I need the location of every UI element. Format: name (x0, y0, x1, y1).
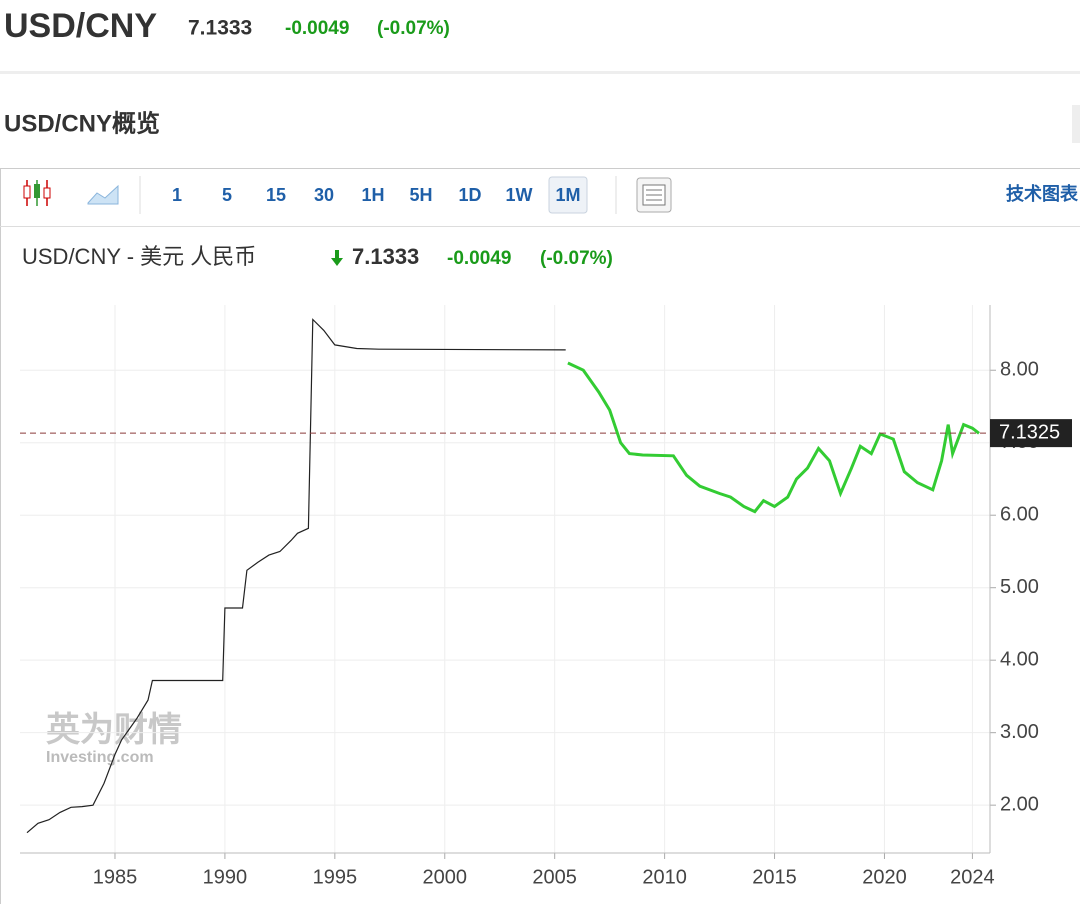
price-line (568, 363, 979, 512)
x-tick-label: 2005 (532, 866, 577, 888)
section-title: USD/CNY概览 (4, 109, 160, 137)
x-tick-label: 2020 (862, 866, 907, 888)
y-tick-label: 2.00 (1000, 793, 1039, 815)
chart-title: USD/CNY - 美元 人民币 (22, 244, 256, 269)
y-tick-label: 5.00 (1000, 576, 1039, 598)
interval-button[interactable]: 1M (555, 185, 580, 205)
interval-button[interactable]: 1H (361, 185, 384, 205)
x-tick-label: 1985 (93, 866, 138, 888)
chart-change: -0.0049 (447, 248, 511, 269)
last-price-label: 7.1325 (999, 421, 1060, 443)
interval-button[interactable]: 5 (222, 185, 232, 205)
interval-button[interactable]: 30 (314, 185, 334, 205)
chart-change-pct: (-0.07%) (540, 248, 613, 269)
y-tick-label: 6.00 (1000, 503, 1039, 525)
y-tick-label: 4.00 (1000, 648, 1039, 670)
symbol: USD/CNY (4, 7, 157, 45)
x-tick-label: 2010 (642, 866, 687, 888)
separator (0, 71, 1080, 74)
interval-button[interactable]: 1 (172, 185, 182, 205)
interval-button[interactable]: 1W (506, 185, 533, 205)
area-icon[interactable] (88, 186, 118, 204)
watermark: Investing.com (46, 749, 154, 766)
change-pct: (-0.07%) (377, 18, 450, 39)
x-tick-label: 2000 (423, 866, 468, 888)
y-tick-label: 8.00 (1000, 359, 1039, 381)
x-tick-label: 1995 (313, 866, 358, 888)
x-tick-label: 1990 (203, 866, 248, 888)
x-tick-label: 2015 (752, 866, 797, 888)
interval-button[interactable]: 1D (458, 185, 481, 205)
tech-chart-link[interactable]: 技术图表 (1006, 183, 1079, 204)
candle-icon[interactable] (24, 180, 50, 206)
watermark: 英为财情 (46, 711, 182, 749)
news-icon[interactable] (637, 178, 671, 212)
interval-button[interactable]: 5H (409, 185, 432, 205)
interval-button[interactable]: 15 (266, 185, 286, 205)
chart-price: 7.1333 (352, 244, 419, 269)
scroll-edge (1072, 105, 1080, 143)
x-tick-label: 2024 (950, 866, 995, 888)
y-tick-label: 3.00 (1000, 721, 1039, 743)
down-arrow (331, 250, 343, 266)
chart-frame (1, 169, 1080, 905)
change: -0.0049 (285, 18, 349, 39)
price: 7.1333 (188, 17, 252, 40)
